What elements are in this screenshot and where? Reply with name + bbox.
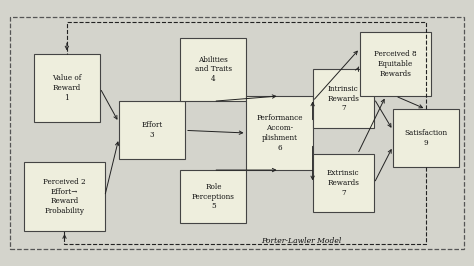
Text: Porter-Lawler Model: Porter-Lawler Model xyxy=(261,238,341,246)
Text: Abilities
and Traits
4: Abilities and Traits 4 xyxy=(195,56,232,83)
Text: Role
Perceptions
5: Role Perceptions 5 xyxy=(192,183,235,210)
FancyBboxPatch shape xyxy=(393,109,459,167)
Text: Performance
Accom-
plishment
6: Performance Accom- plishment 6 xyxy=(256,114,303,152)
FancyBboxPatch shape xyxy=(24,162,105,231)
Text: Satisfaction
9: Satisfaction 9 xyxy=(404,129,447,147)
Text: Perceived 2
Effort→
Reward
Probability: Perceived 2 Effort→ Reward Probability xyxy=(43,178,86,215)
FancyBboxPatch shape xyxy=(119,101,185,159)
FancyBboxPatch shape xyxy=(246,96,313,170)
Text: Extrinsic
Rewards
7: Extrinsic Rewards 7 xyxy=(327,169,360,197)
Text: Value of
Reward
1: Value of Reward 1 xyxy=(52,74,82,102)
FancyBboxPatch shape xyxy=(180,170,246,223)
FancyBboxPatch shape xyxy=(34,54,100,122)
Text: Intrinsic
Rewards
7: Intrinsic Rewards 7 xyxy=(328,85,359,113)
FancyBboxPatch shape xyxy=(313,154,374,212)
Bar xyxy=(10,16,464,250)
Text: Perceived 8
Equitable
Rewards: Perceived 8 Equitable Rewards xyxy=(374,50,417,78)
FancyBboxPatch shape xyxy=(313,69,374,128)
Text: Effort
3: Effort 3 xyxy=(141,122,163,139)
FancyBboxPatch shape xyxy=(180,38,246,101)
FancyBboxPatch shape xyxy=(360,32,431,96)
